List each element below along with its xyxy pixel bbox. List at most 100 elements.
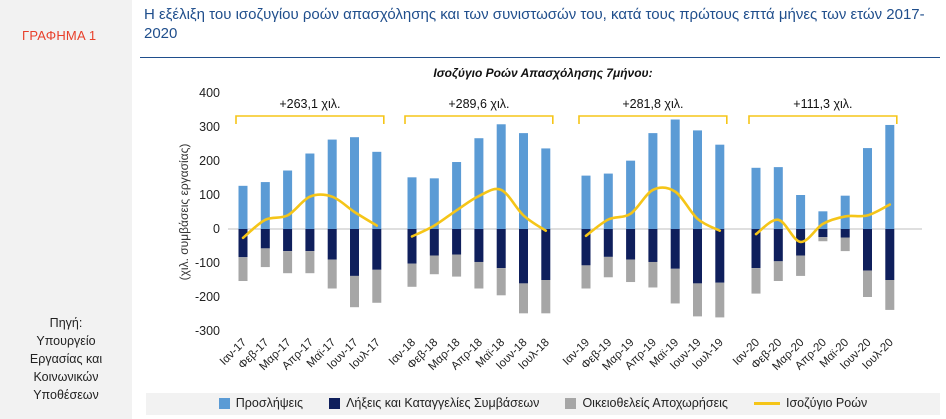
bar-hires (693, 130, 702, 229)
legend-swatch-voluntary (565, 397, 577, 409)
group-total-label: +263,1 χιλ. (279, 97, 340, 111)
figure-label: ΓΡΑΦΗΜΑ 1 (22, 28, 97, 43)
y-tick-label: 300 (199, 120, 220, 134)
bar-voluntary (840, 237, 850, 252)
legend-swatch-terminations (329, 397, 341, 409)
legend-label: Ισοζύγιο Ροών (785, 396, 868, 410)
left-panel: ΓΡΑΦΗΜΑ 1 Πηγή: Υπουργείο Εργασίας και Κ… (0, 0, 132, 419)
bar-hires (305, 153, 315, 229)
bar-terminations (603, 229, 613, 257)
group-bracket (578, 115, 728, 124)
bar-hires (452, 162, 462, 229)
chart: Ισοζύγιο Ροών Απασχόλησης 7μήνου: (χιλ. σ… (177, 66, 922, 373)
legend-item-hires: Προσλήψεις (218, 396, 303, 410)
bar-terminations (818, 229, 828, 238)
source-line: Εργασίας και (29, 352, 103, 366)
bar-voluntary (260, 248, 270, 268)
bar-voluntary (541, 280, 551, 314)
bar-terminations (773, 229, 783, 262)
bar-hires (350, 137, 359, 229)
bar-voluntary (751, 268, 761, 294)
y-tick-label: -300 (195, 324, 220, 338)
bar-voluntary (773, 261, 783, 282)
bar-voluntary (603, 256, 613, 278)
bar-voluntary (519, 283, 528, 314)
bar-terminations (670, 229, 680, 269)
bar-terminations (283, 229, 293, 252)
bar-voluntary (350, 275, 359, 308)
legend-item-voluntary: Οικειοθελείς Αποχωρήσεις (565, 396, 728, 410)
bar-terminations (863, 229, 872, 271)
bar-terminations (260, 229, 270, 249)
bar-voluntary (693, 283, 702, 317)
bar-voluntary (670, 268, 680, 304)
bar-hires (474, 138, 484, 229)
bar-terminations (327, 229, 337, 260)
bar-voluntary (474, 261, 484, 289)
bar-terminations (238, 229, 248, 258)
bar-voluntary (283, 251, 293, 274)
source-line: Πηγή: (49, 316, 83, 330)
bar-hires (796, 195, 806, 229)
bar-voluntary (496, 268, 506, 296)
source-line: Κοινωνικών (33, 370, 99, 384)
bar-hires (429, 178, 439, 229)
bar-voluntary (327, 259, 337, 289)
bar-hires (541, 148, 551, 229)
y-tick-label: 400 (199, 86, 220, 100)
bar-voluntary (372, 269, 382, 303)
bar-hires (751, 167, 761, 229)
legend-swatch-hires (218, 397, 230, 409)
bar-voluntary (626, 259, 636, 283)
y-tick-label: 0 (213, 222, 220, 236)
y-tick-label: 100 (199, 188, 220, 202)
balance-line (754, 203, 892, 244)
bar-terminations (751, 229, 761, 269)
bar-hires (407, 177, 417, 229)
bar-hires (581, 175, 591, 229)
legend: Προσλήψεις Λήξεις και Καταγγελίες Συμβάσ… (146, 393, 940, 415)
balance-line (241, 193, 379, 240)
bar-terminations (648, 229, 658, 262)
bar-terminations (840, 229, 850, 238)
balance-line (584, 186, 722, 238)
legend-item-terminations: Λήξεις και Καταγγελίες Συμβάσεων (329, 396, 539, 410)
legend-label: Οικειοθελείς Αποχωρήσεις (582, 396, 728, 410)
y-tick-label: -200 (195, 290, 220, 304)
bar-terminations (305, 229, 315, 252)
bar-voluntary (305, 251, 315, 274)
bar-voluntary (407, 263, 417, 287)
bar-terminations (626, 229, 636, 260)
y-tick-label: -100 (195, 256, 220, 270)
y-axis-label: (χιλ. συμβάσεις εργασίας) (177, 144, 191, 281)
bar-voluntary (648, 261, 658, 288)
bar-hires (818, 211, 828, 229)
bar-terminations (452, 229, 462, 255)
bar-hires (885, 124, 895, 229)
bar-terminations (519, 229, 528, 284)
bar-terminations (715, 229, 725, 283)
bar-hires (283, 170, 293, 229)
bar-terminations (496, 229, 506, 269)
title-divider (140, 57, 940, 58)
bar-voluntary (429, 255, 439, 275)
group-total-label: +289,6 χιλ. (448, 97, 509, 111)
group-bracket (748, 115, 898, 124)
group-total-label: +111,3 χιλ. (793, 97, 852, 111)
bar-voluntary (581, 265, 591, 289)
bar-hires (863, 148, 872, 229)
figure-title: Η εξέλιξη του ισοζυγίου ροών απασχόλησης… (144, 6, 925, 42)
bar-terminations (407, 229, 417, 264)
bar-hires (327, 139, 337, 229)
bar-hires (238, 185, 248, 229)
source-line: Υπουργείο (36, 334, 96, 348)
bar-hires (603, 173, 613, 229)
bar-hires (519, 133, 528, 229)
bar-hires (260, 182, 270, 229)
balance-line (410, 187, 548, 238)
bar-voluntary (863, 270, 872, 297)
legend-swatch-balance (753, 401, 780, 405)
bar-terminations (541, 229, 551, 280)
bar-hires (626, 160, 636, 229)
source-line: Υποθέσεων (33, 388, 99, 402)
